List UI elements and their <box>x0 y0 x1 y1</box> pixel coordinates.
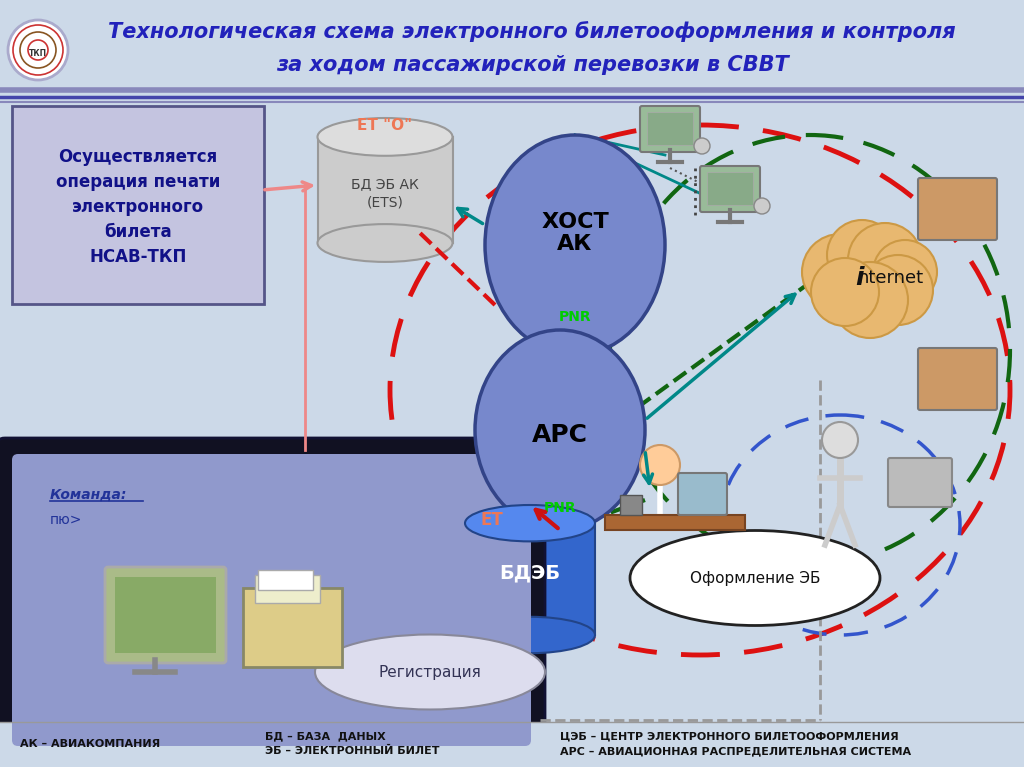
Polygon shape <box>317 137 453 243</box>
Circle shape <box>754 198 770 214</box>
FancyBboxPatch shape <box>647 112 693 145</box>
Circle shape <box>694 138 710 154</box>
Ellipse shape <box>465 617 595 653</box>
FancyBboxPatch shape <box>605 515 745 530</box>
Text: Регистрация: Регистрация <box>379 664 481 680</box>
Circle shape <box>802 234 878 310</box>
Circle shape <box>640 445 680 485</box>
Ellipse shape <box>485 135 665 355</box>
Circle shape <box>822 422 858 458</box>
FancyBboxPatch shape <box>255 575 319 603</box>
Text: nternet: nternet <box>857 269 923 287</box>
FancyBboxPatch shape <box>678 473 727 515</box>
Ellipse shape <box>475 330 645 530</box>
FancyBboxPatch shape <box>258 570 313 590</box>
FancyBboxPatch shape <box>243 588 342 667</box>
FancyBboxPatch shape <box>0 438 545 760</box>
FancyBboxPatch shape <box>707 172 753 205</box>
Ellipse shape <box>465 505 595 542</box>
FancyBboxPatch shape <box>640 106 700 152</box>
Text: Технологическая схема электронного билетооформления и контроля: Технологическая схема электронного билет… <box>109 21 955 42</box>
Text: БДЭБ: БДЭБ <box>500 564 560 582</box>
FancyBboxPatch shape <box>700 166 760 212</box>
Text: ХОСТ
АК: ХОСТ АК <box>541 212 609 254</box>
Circle shape <box>811 258 879 326</box>
Circle shape <box>8 20 68 80</box>
FancyBboxPatch shape <box>115 577 216 653</box>
Text: АРС: АРС <box>532 423 588 447</box>
Text: АК – АВИАКОМПАНИЯ: АК – АВИАКОМПАНИЯ <box>20 739 160 749</box>
Text: i: i <box>856 266 864 290</box>
Text: БД – БАЗА  ДАНЫХ
ЭБ – ЭЛЕКТРОННЫЙ БИЛЕТ: БД – БАЗА ДАНЫХ ЭБ – ЭЛЕКТРОННЫЙ БИЛЕТ <box>265 732 439 756</box>
FancyBboxPatch shape <box>105 567 226 663</box>
Text: пю>: пю> <box>50 513 82 527</box>
Text: Осуществляется
операция печати
электронного
билета
НСАВ-ТКП: Осуществляется операция печати электронн… <box>56 148 220 266</box>
Ellipse shape <box>317 118 453 156</box>
Text: PNR: PNR <box>544 501 577 515</box>
Text: БД ЭБ АК
(ETS): БД ЭБ АК (ETS) <box>351 177 419 209</box>
Polygon shape <box>465 523 595 635</box>
Text: ЦЭБ – ЦЕНТР ЭЛЕКТРОННОГО БИЛЕТООФОРМЛЕНИЯ
АРС – АВИАЦИОННАЯ РАСПРЕДЕЛИТЕЛЬНАЯ СИ: ЦЭБ – ЦЕНТР ЭЛЕКТРОННОГО БИЛЕТООФОРМЛЕНИ… <box>560 732 911 756</box>
Text: Команда:: Команда: <box>50 488 127 502</box>
Text: ЕТ: ЕТ <box>480 511 504 529</box>
Circle shape <box>827 220 897 290</box>
Text: за ходом пассажирской перевозки в СВBT: за ходом пассажирской перевозки в СВBT <box>275 55 788 75</box>
Text: ЕТ "О": ЕТ "О" <box>357 118 413 133</box>
Circle shape <box>848 223 922 297</box>
Text: Оформление ЭБ: Оформление ЭБ <box>690 571 820 585</box>
Text: PNR: PNR <box>559 310 591 324</box>
FancyBboxPatch shape <box>888 458 952 507</box>
FancyBboxPatch shape <box>620 495 642 515</box>
FancyBboxPatch shape <box>12 106 264 304</box>
Ellipse shape <box>630 531 880 626</box>
FancyBboxPatch shape <box>12 454 531 746</box>
Circle shape <box>831 262 908 338</box>
FancyBboxPatch shape <box>0 722 1024 767</box>
Text: ТКП: ТКП <box>29 48 47 58</box>
Ellipse shape <box>315 634 545 709</box>
FancyBboxPatch shape <box>918 348 997 410</box>
Ellipse shape <box>317 224 453 262</box>
Circle shape <box>873 240 937 304</box>
Circle shape <box>863 255 933 325</box>
FancyBboxPatch shape <box>918 178 997 240</box>
